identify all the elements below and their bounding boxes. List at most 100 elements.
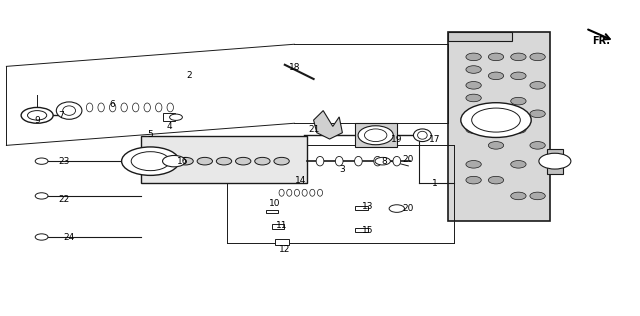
Ellipse shape [132,103,139,112]
Text: 6: 6 [109,100,115,109]
Circle shape [511,192,526,200]
Ellipse shape [365,129,387,142]
Ellipse shape [317,189,323,196]
FancyBboxPatch shape [547,149,563,174]
Circle shape [488,142,504,149]
Ellipse shape [302,189,307,196]
FancyBboxPatch shape [355,228,368,232]
Text: 14: 14 [295,176,307,185]
Ellipse shape [413,129,431,142]
Circle shape [539,153,571,169]
Circle shape [466,161,481,168]
Circle shape [131,152,170,171]
Text: 7: 7 [58,111,63,120]
Text: 5: 5 [148,130,153,139]
Circle shape [511,53,526,61]
Circle shape [255,157,270,165]
Ellipse shape [121,103,127,112]
Text: 3: 3 [340,165,345,173]
Circle shape [511,126,526,133]
Circle shape [472,108,520,132]
Circle shape [163,155,186,167]
Circle shape [466,176,481,184]
Text: 10: 10 [269,199,281,208]
Text: 20: 20 [403,155,414,164]
Circle shape [216,157,232,165]
Circle shape [511,72,526,80]
Text: 1: 1 [433,179,438,188]
Circle shape [466,66,481,73]
Ellipse shape [374,156,381,166]
Circle shape [21,107,53,123]
Circle shape [488,72,504,80]
Circle shape [466,53,481,61]
Circle shape [35,234,48,240]
Circle shape [375,157,390,165]
Circle shape [156,157,171,165]
Circle shape [122,147,179,175]
Ellipse shape [418,131,428,139]
Circle shape [488,107,504,114]
Circle shape [466,82,481,89]
Ellipse shape [86,103,93,112]
Circle shape [466,94,481,102]
Circle shape [170,114,182,120]
FancyBboxPatch shape [275,239,289,245]
FancyBboxPatch shape [355,123,397,147]
Ellipse shape [316,156,324,166]
Ellipse shape [279,189,284,196]
Ellipse shape [98,103,104,112]
Text: 2: 2 [186,71,191,80]
Text: 22: 22 [58,195,70,204]
Ellipse shape [63,106,76,115]
Polygon shape [314,111,342,139]
Ellipse shape [167,103,173,112]
Circle shape [236,157,251,165]
Text: FR.: FR. [592,36,610,46]
Ellipse shape [310,189,315,196]
Circle shape [530,53,545,61]
Circle shape [511,97,526,105]
Polygon shape [448,32,550,221]
Text: 19: 19 [391,135,403,143]
Ellipse shape [287,189,292,196]
Ellipse shape [56,102,82,119]
Text: 9: 9 [35,116,40,125]
Ellipse shape [393,156,401,166]
Text: 12: 12 [279,245,291,254]
Circle shape [530,142,545,149]
Circle shape [274,157,289,165]
Text: 21: 21 [308,125,319,134]
Circle shape [178,157,193,165]
Text: 8: 8 [381,157,387,166]
Ellipse shape [109,103,116,112]
Ellipse shape [156,103,162,112]
Ellipse shape [294,189,300,196]
Circle shape [28,111,47,120]
FancyBboxPatch shape [448,32,512,41]
FancyBboxPatch shape [266,210,278,213]
FancyBboxPatch shape [272,224,284,229]
Circle shape [530,110,545,118]
Circle shape [530,192,545,200]
Circle shape [466,126,481,133]
Circle shape [488,176,504,184]
Text: 11: 11 [276,222,287,230]
Text: 16: 16 [177,157,188,166]
Circle shape [35,158,48,164]
Polygon shape [141,136,307,183]
Text: 4: 4 [167,122,172,131]
Text: 18: 18 [289,64,300,72]
Circle shape [197,157,212,165]
Circle shape [530,82,545,89]
Circle shape [389,205,404,212]
Ellipse shape [355,156,362,166]
FancyBboxPatch shape [355,206,368,210]
Ellipse shape [358,126,393,145]
Text: 20: 20 [403,204,414,213]
Ellipse shape [144,103,150,112]
Circle shape [511,161,526,168]
Text: 24: 24 [63,233,75,242]
FancyBboxPatch shape [163,113,175,121]
Circle shape [461,103,531,137]
